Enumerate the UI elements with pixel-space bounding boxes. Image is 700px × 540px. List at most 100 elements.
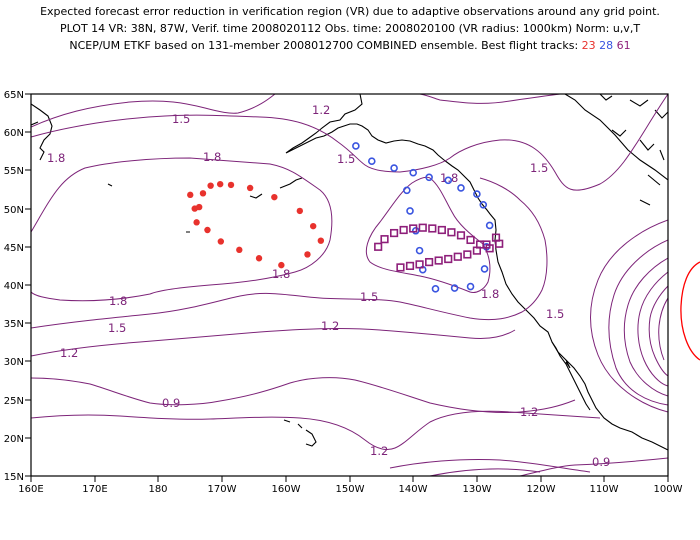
lat-label: 30N bbox=[4, 357, 24, 368]
blue-track-point bbox=[403, 186, 411, 195]
contour-sw-1 bbox=[389, 458, 591, 473]
purple-track-point bbox=[415, 260, 424, 269]
red-track-point bbox=[207, 182, 214, 189]
title-line-2: PLOT 14 VR: 38N, 87W, Verif. time 200802… bbox=[59, 22, 641, 35]
contour-label: 1.5 bbox=[172, 112, 190, 126]
contour-label: 1.2 bbox=[312, 103, 330, 117]
contour-label: 1.2 bbox=[60, 346, 78, 360]
contours bbox=[31, 94, 668, 476]
lat-label: 45N bbox=[4, 243, 24, 254]
purple-track-point bbox=[396, 263, 405, 272]
blue-track-point bbox=[457, 184, 465, 192]
lon-label: 150W bbox=[336, 484, 365, 495]
contour-1-5-north bbox=[31, 94, 668, 191]
red-track-point bbox=[193, 219, 200, 226]
red-track-point bbox=[309, 222, 317, 230]
coastline-baja bbox=[551, 341, 591, 411]
coastline-bc-westus bbox=[443, 159, 668, 451]
purple-track-point bbox=[472, 246, 482, 255]
verification-region-circle bbox=[680, 261, 700, 361]
contour-label: 1.8 bbox=[481, 287, 499, 301]
blue-track-point bbox=[390, 164, 398, 172]
contour-0-9-south bbox=[519, 457, 668, 476]
contour-label: 1.5 bbox=[546, 307, 564, 321]
contour-east-3 bbox=[623, 257, 668, 397]
contour-label: 0.9 bbox=[162, 396, 180, 410]
lon-label: 110W bbox=[590, 484, 619, 495]
lat-label: 35N bbox=[4, 319, 24, 330]
lon-label: 140W bbox=[399, 484, 428, 495]
contour-east-1 bbox=[590, 219, 668, 413]
contour-label: 1.2 bbox=[370, 444, 388, 458]
contour-1-8-east-loop bbox=[365, 176, 491, 293]
red-track-point bbox=[199, 190, 207, 197]
red-track-point bbox=[255, 255, 263, 262]
blue-track-point bbox=[479, 200, 488, 209]
red-track-point bbox=[187, 191, 194, 199]
title-line-1: Expected forecast error reduction in ver… bbox=[40, 5, 660, 18]
red-track-point bbox=[216, 180, 224, 188]
red-track-point bbox=[317, 237, 325, 244]
coastline-alaska bbox=[285, 94, 445, 161]
blue-track-point bbox=[485, 221, 494, 230]
contour-east-4 bbox=[637, 271, 668, 387]
contour-1-5-middle bbox=[31, 177, 548, 329]
lat-label: 15N bbox=[4, 472, 24, 483]
lon-label: 160W bbox=[272, 484, 301, 495]
red-track-point bbox=[204, 226, 211, 234]
blue-track-point bbox=[425, 173, 433, 182]
purple-track-point bbox=[447, 228, 456, 237]
blue-track-point bbox=[406, 207, 414, 215]
blue-track-point bbox=[352, 142, 360, 150]
lon-label: 160E bbox=[18, 484, 43, 495]
islands-arctic bbox=[599, 94, 668, 206]
blue-track-point bbox=[367, 157, 376, 166]
contour-label: 1.5 bbox=[337, 152, 355, 166]
purple-track-point bbox=[466, 235, 475, 245]
purple-track-point bbox=[428, 224, 437, 233]
blue-track-point bbox=[473, 190, 481, 198]
coastlines bbox=[31, 94, 668, 451]
title-line-3-text: NCEP/UM ETKF based on 131-member 2008012… bbox=[69, 39, 579, 52]
axis-ticks bbox=[25, 93, 669, 482]
purple-track-point bbox=[444, 254, 453, 264]
purple-track-point bbox=[434, 256, 443, 265]
purple-track-point bbox=[399, 225, 408, 235]
purple-track-point bbox=[405, 261, 415, 271]
red-track-point bbox=[217, 238, 225, 245]
islands-aleutian bbox=[107, 177, 303, 233]
contour-0-9 bbox=[31, 377, 576, 414]
contour-label: 1.8 bbox=[203, 150, 221, 164]
purple-track-point bbox=[463, 250, 472, 259]
contour-1-2-north bbox=[31, 94, 561, 128]
islands-hawaii bbox=[283, 419, 317, 447]
blue-track-point bbox=[409, 168, 418, 177]
lat-label: 25N bbox=[4, 396, 24, 407]
track-label-red: 23 bbox=[581, 39, 596, 52]
contour-label: 1.5 bbox=[108, 321, 126, 335]
blue-track-point bbox=[466, 282, 475, 291]
lon-label: 120W bbox=[527, 484, 556, 495]
red-track-point bbox=[271, 193, 278, 201]
contour-label: 0.9 bbox=[592, 455, 610, 469]
contour-label: 1.5 bbox=[360, 290, 378, 304]
lat-label: 50N bbox=[4, 205, 24, 216]
red-track-point bbox=[191, 205, 198, 212]
lat-label: 20N bbox=[4, 434, 24, 445]
purple-track-point bbox=[456, 231, 466, 240]
blue-track-point bbox=[431, 285, 440, 293]
lat-label: 55N bbox=[4, 166, 24, 177]
purple-track-point bbox=[409, 224, 418, 233]
purple-track-point bbox=[380, 235, 389, 244]
contour-label: 1.5 bbox=[530, 161, 548, 175]
contour-sw-2 bbox=[429, 468, 541, 476]
track-label-purple: 61 bbox=[616, 39, 631, 52]
purple-track-point bbox=[425, 257, 434, 267]
blue-track-point bbox=[415, 246, 424, 255]
contour-1-8-west-loop bbox=[31, 157, 333, 302]
contour-label: 1.8 bbox=[47, 151, 65, 165]
purple-track-point bbox=[389, 228, 399, 238]
contour-1-2-south bbox=[31, 410, 601, 451]
red-track-point bbox=[304, 251, 311, 258]
